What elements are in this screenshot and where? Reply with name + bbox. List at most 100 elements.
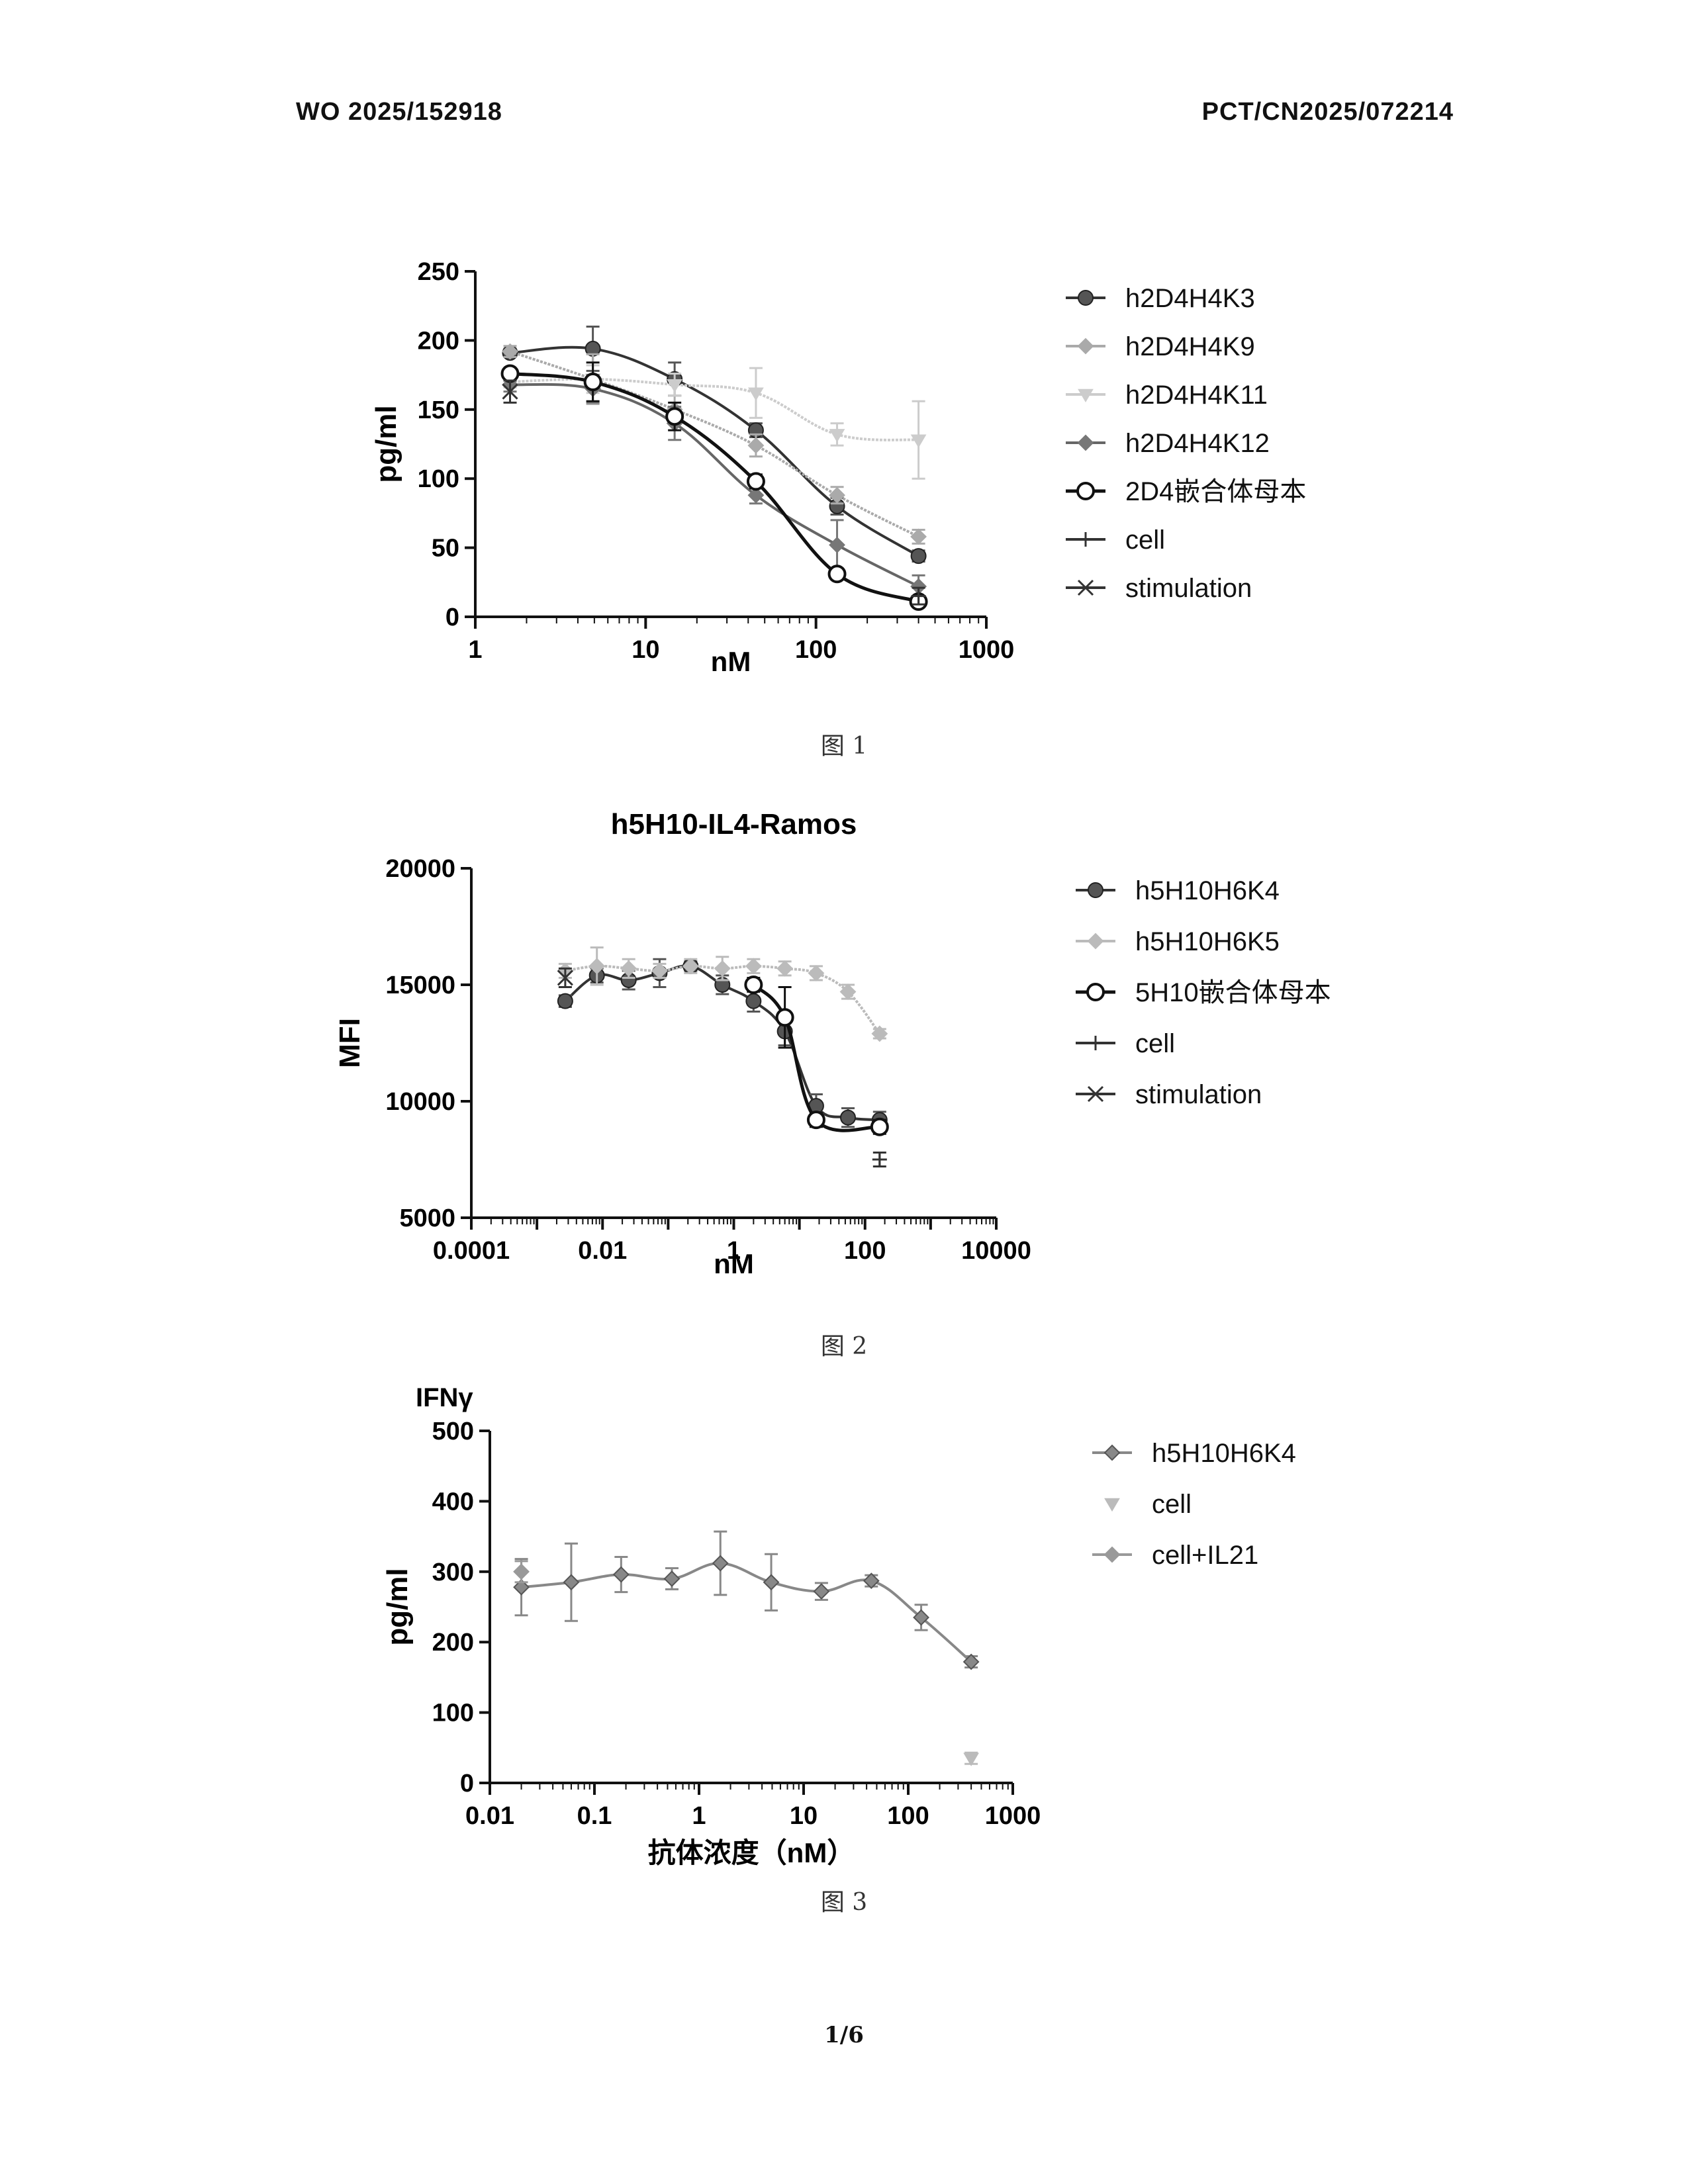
legend-marker: [1078, 532, 1093, 547]
legend-marker: [1076, 482, 1095, 500]
figure-1-chart: 0 50 100 150 200 250 1 10 100 1000 nM pg/ml h2D4H4K3…: [0, 238, 1688, 702]
data-point: [839, 983, 857, 1000]
series-3: [502, 374, 927, 599]
fit-curve: [509, 350, 919, 538]
chart-title: h5H10-IL4-Ramos: [611, 808, 857, 841]
x-tick-label: 0.0001: [433, 1237, 510, 1265]
y-axis-label: pg/ml: [370, 405, 402, 482]
data-point: [513, 1578, 530, 1596]
data-point: [502, 343, 518, 360]
legend-entry: cell: [1104, 1490, 1192, 1519]
data-point: [682, 958, 699, 975]
x-tick-label: 10000: [961, 1237, 1031, 1265]
data-point: [870, 1117, 889, 1136]
legend-label: stimulation: [1135, 1080, 1262, 1109]
data-point: [871, 1025, 888, 1042]
figure-3-chart: IFNγ 0 100 200 300 400 500 0.01 0.1 1 10 100 1000 抗体浓…: [0, 1363, 1688, 1880]
legend-label: h5H10H6K4: [1152, 1439, 1296, 1468]
legend-entry: cell: [1076, 1029, 1175, 1058]
data-point: [806, 1111, 825, 1130]
legend-label: cell+IL21: [1152, 1541, 1258, 1570]
data-point: [910, 434, 927, 448]
x-tick-label: 1000: [985, 1802, 1041, 1830]
legend-label: h2D4H4K9: [1125, 332, 1255, 361]
data-point: [763, 1574, 780, 1591]
chart-svg: h5H10-IL4-Ramos 5000 10000 15000 20000 0.0001…: [334, 808, 1331, 1279]
legend-label: h5H10H6K4: [1135, 876, 1280, 905]
legend-label: h2D4H4K3: [1125, 284, 1255, 313]
legend-marker: [1077, 434, 1094, 451]
data-point: [744, 976, 763, 994]
data-point: [665, 407, 684, 426]
legend-entry: h2D4H4K3: [1066, 284, 1255, 313]
series-4: [500, 361, 928, 612]
y-tick-label: 250: [418, 258, 459, 286]
data-point: [911, 588, 926, 604]
data-point: [913, 1609, 929, 1626]
x-tick-label: 0.01: [578, 1237, 627, 1265]
figure-2-chart: h5H10-IL4-Ramos 5000 10000 15000 20000 0.0001…: [0, 781, 1688, 1324]
x-axis-label: nM: [714, 1248, 754, 1279]
legend-entry: cell+IL21: [1092, 1541, 1258, 1570]
data-point: [872, 1152, 887, 1167]
series-2: [744, 976, 889, 1136]
series-4: [557, 967, 573, 989]
data-point: [813, 1583, 830, 1600]
legend-label: cell: [1135, 1029, 1175, 1058]
series-3: [872, 1151, 887, 1168]
chart-title: IFNγ: [416, 1383, 473, 1412]
x-axis-label: nM: [711, 646, 751, 677]
x-tick-label: 0.1: [577, 1802, 612, 1830]
data-point: [748, 387, 764, 401]
series-1: [963, 1751, 980, 1766]
legend-entry: h2D4H4K11: [1066, 381, 1268, 410]
legend-entry: cell: [1066, 525, 1165, 555]
legend-marker: [1088, 882, 1103, 898]
y-tick-label: 15000: [385, 972, 455, 999]
data-point: [746, 472, 765, 491]
x-tick-label: 100: [887, 1802, 929, 1830]
y-tick-label: 100: [418, 465, 459, 493]
legend-marker: [1103, 1546, 1121, 1563]
data-point: [500, 364, 520, 383]
x-tick-label: 100: [795, 636, 837, 664]
legend-entry: h2D4H4K9: [1066, 332, 1255, 361]
y-tick-label: 0: [460, 1770, 474, 1797]
figure-2-label: 图 2: [820, 1333, 868, 1360]
data-point: [863, 1572, 880, 1590]
legend-label: cell: [1125, 525, 1165, 555]
data-point: [583, 373, 602, 392]
data-point: [840, 1109, 857, 1126]
legend-marker: [1088, 1036, 1103, 1050]
y-tick-label: 20000: [385, 855, 455, 883]
data-point: [712, 1555, 729, 1572]
legend-entry: stimulation: [1066, 574, 1252, 603]
data-point: [557, 993, 573, 1009]
legend-label: 2D4嵌合体母本: [1125, 477, 1306, 506]
data-point: [910, 548, 927, 565]
legend-entry: 5H10嵌合体母本: [1076, 978, 1331, 1007]
legend-entry: stimulation: [1076, 1080, 1262, 1109]
x-tick-label: 1000: [959, 636, 1015, 664]
legend-marker: [1087, 1085, 1104, 1103]
legend-label: cell: [1152, 1490, 1192, 1519]
page-number: 1/6: [824, 2022, 864, 2048]
data-point: [663, 1570, 680, 1587]
data-point: [827, 565, 847, 584]
series-2: [502, 364, 927, 480]
data-point: [745, 958, 762, 975]
figure-1-label: 图 1: [820, 733, 868, 760]
legend-entry: h2D4H4K12: [1066, 429, 1270, 458]
y-tick-label: 200: [418, 327, 459, 355]
x-tick-label: 1: [692, 1802, 706, 1830]
legend-marker: [1104, 1498, 1120, 1512]
series-5: [911, 586, 926, 606]
legend-label: h2D4H4K12: [1125, 429, 1270, 458]
legend-label: h2D4H4K11: [1125, 381, 1268, 410]
x-tick-label: 100: [844, 1237, 886, 1265]
legend-entry: h5H10H6K4: [1092, 1439, 1296, 1468]
data-point: [963, 1752, 980, 1766]
fit-curve: [510, 377, 919, 441]
y-tick-label: 0: [445, 604, 459, 631]
data-point: [502, 383, 518, 400]
